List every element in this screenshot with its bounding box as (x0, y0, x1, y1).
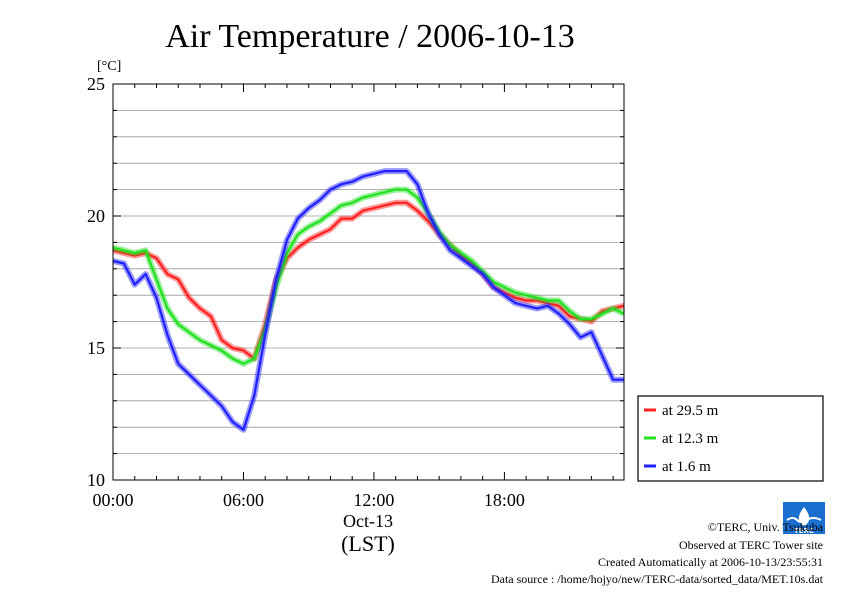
axis-ticks: 10 15 20 25 00:00 06:00 12:00 18:00 (87, 74, 624, 510)
y-tick-label: 20 (87, 206, 105, 226)
y-tick-label: 10 (87, 470, 105, 490)
legend-label: at 29.5 m (662, 403, 719, 419)
y-tick-label: 25 (87, 74, 105, 94)
x-tick-label: 00:00 (92, 490, 133, 510)
y-tick-label: 15 (87, 338, 105, 358)
series-line (112, 188, 625, 365)
footer-observed: Observed at TERC Tower site (679, 538, 823, 552)
legend: at 29.5 m at 12.3 m at 1.6 m (637, 395, 824, 482)
x-axis-label: (LST) (341, 531, 395, 556)
x-axis-date-label: Oct-13 (343, 511, 393, 531)
gridlines (113, 110, 624, 455)
x-tick-label: 18:00 (484, 490, 525, 510)
x-tick-label: 06:00 (223, 490, 264, 510)
footer-copyright: ©TERC, Univ. Tsukuba (708, 520, 824, 534)
chart-title: Air Temperature / 2006-10-13 (165, 18, 575, 55)
legend-label: at 12.3 m (662, 431, 719, 447)
legend-label: at 1.6 m (662, 459, 711, 475)
legend-box (637, 395, 824, 482)
series-line (112, 201, 625, 360)
series-line (112, 170, 624, 431)
logo-text: TERC (794, 527, 814, 535)
x-tick-label: 12:00 (353, 490, 394, 510)
footer-created: Created Automatically at 2006-10-13/23:5… (598, 555, 823, 569)
series-lines (112, 168, 626, 433)
plot-area-frame (112, 83, 625, 481)
y-axis-unit-label: [°C] (97, 59, 121, 74)
footer-source: Data source : /home/hojyo/new/TERC-data/… (491, 572, 824, 586)
terc-logo: TERC (783, 502, 825, 535)
